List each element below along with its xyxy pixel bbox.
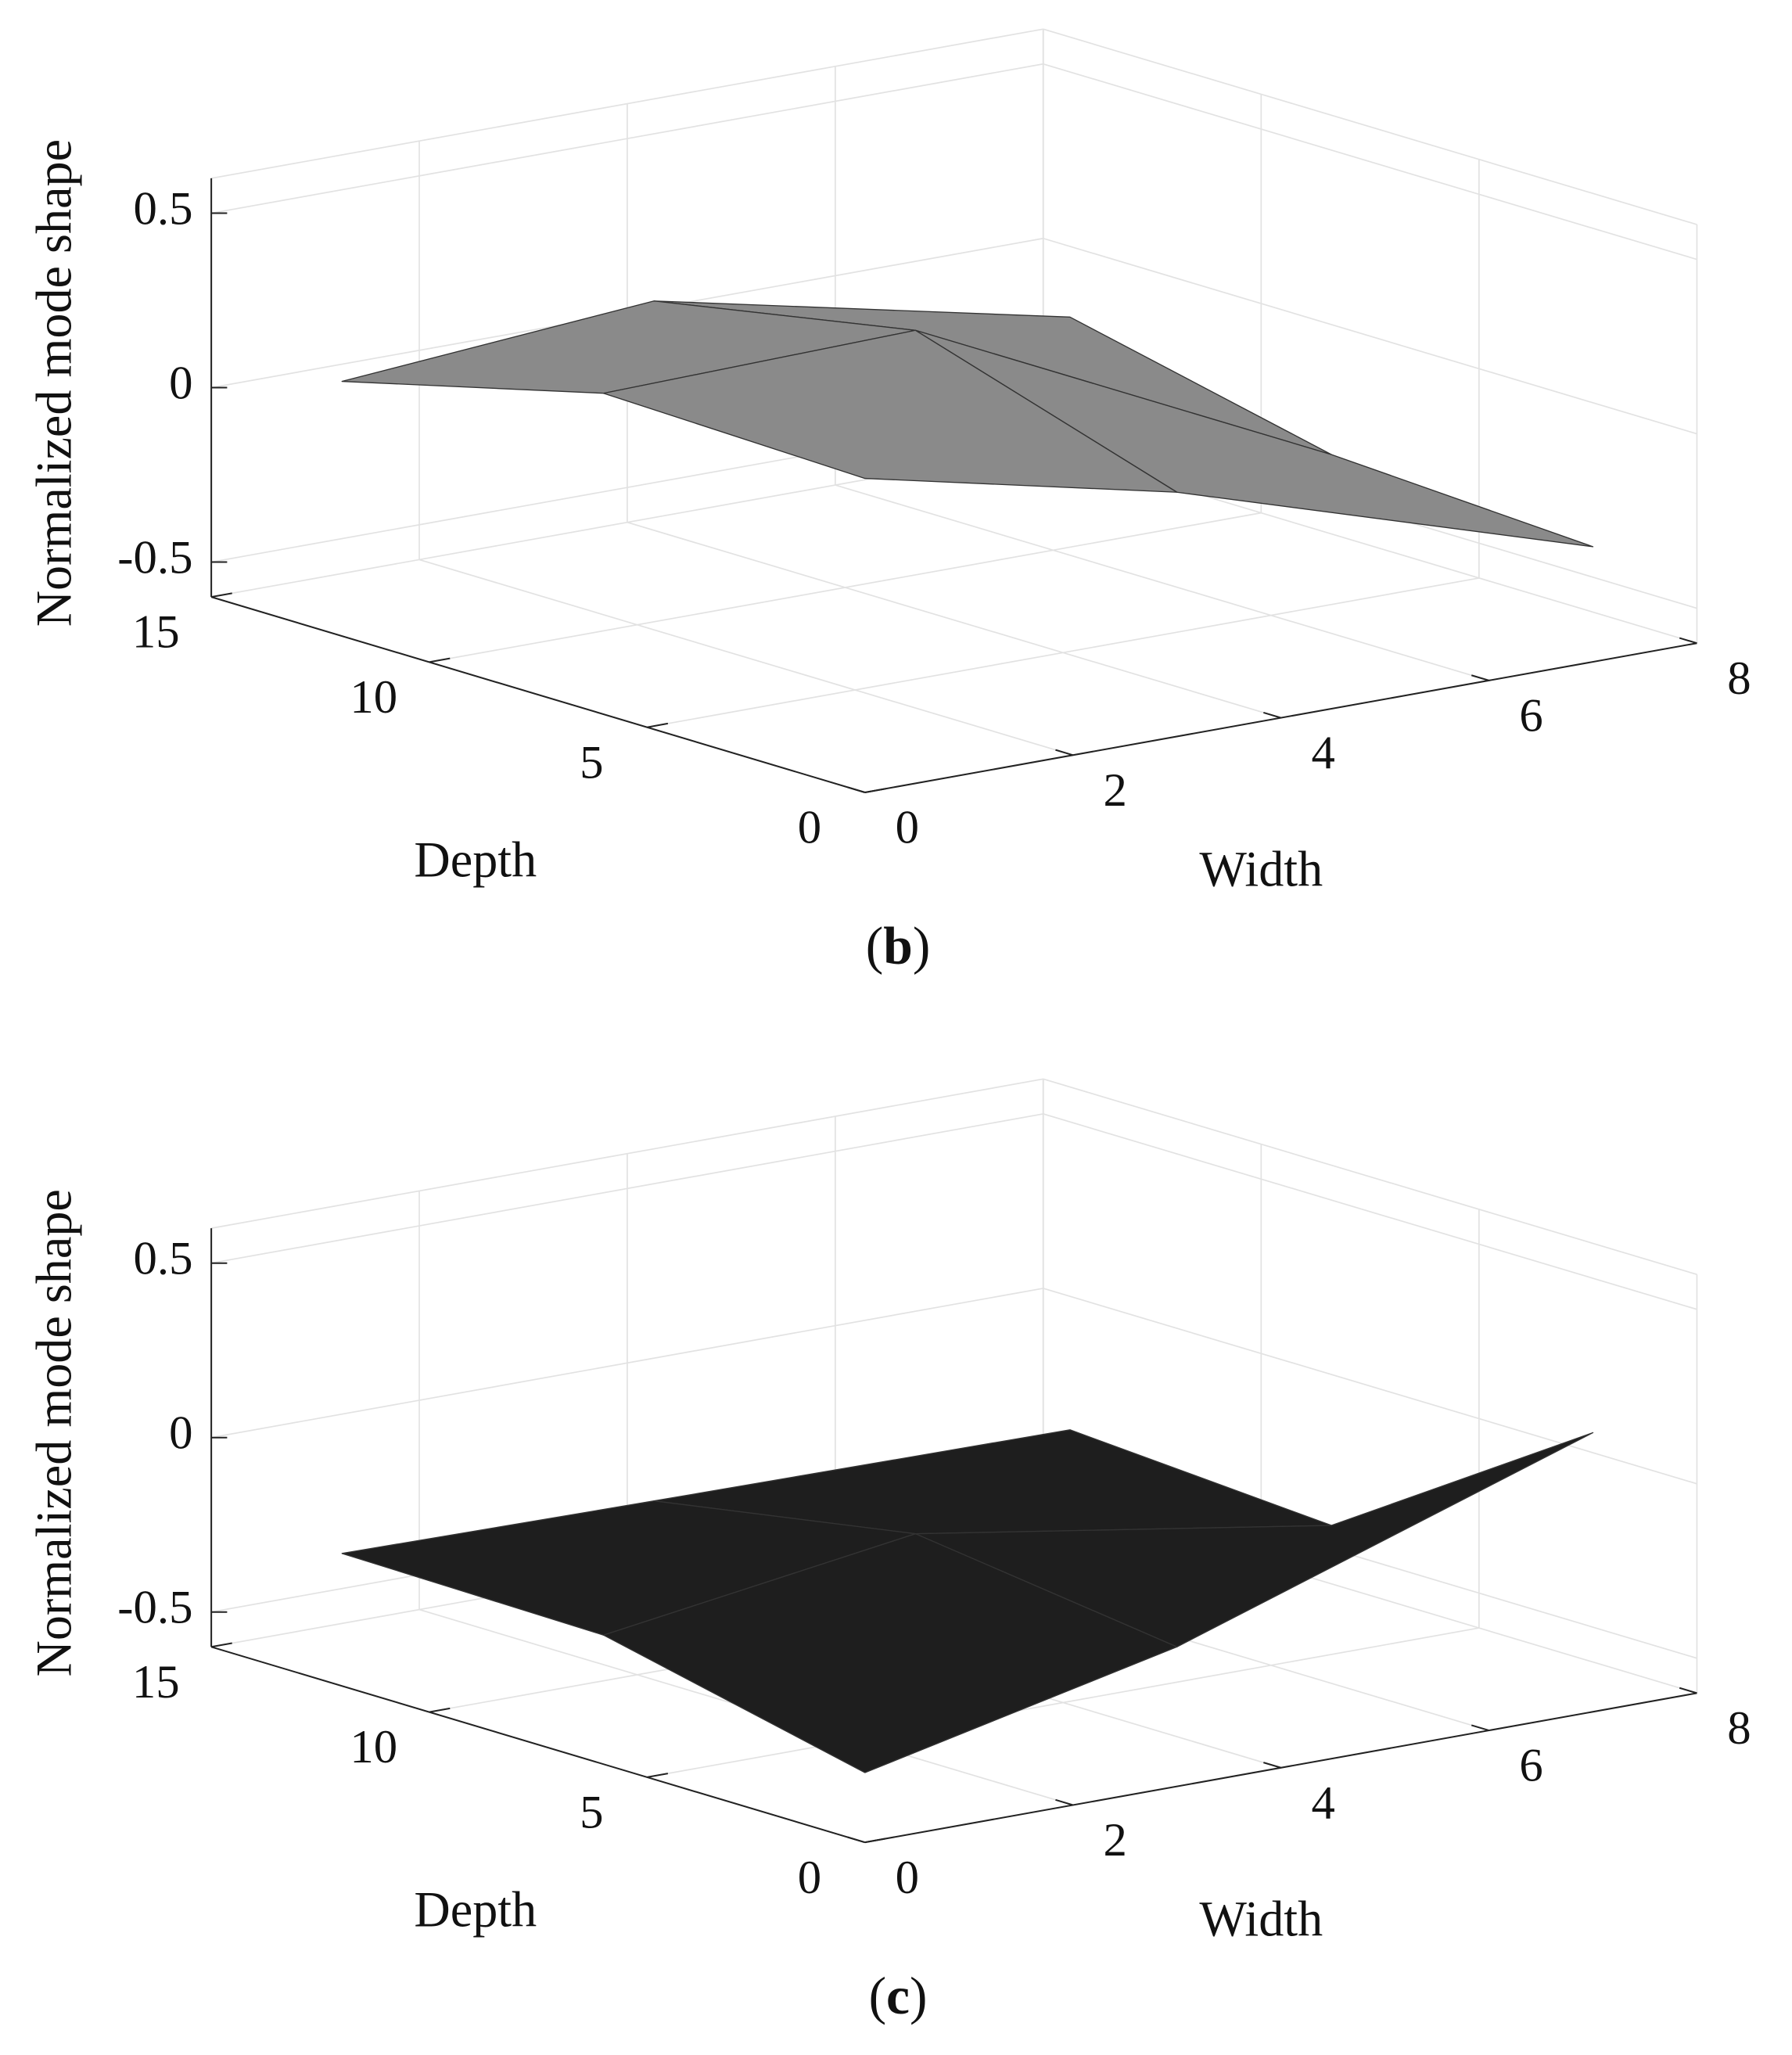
depth-tick-label: 15	[132, 606, 180, 659]
depth-tick	[210, 592, 232, 598]
caption-part: (	[866, 916, 883, 975]
caption-part: )	[913, 916, 930, 975]
surface-face	[602, 329, 1178, 493]
z-tick-label: -0.5	[117, 531, 192, 584]
grid-line	[835, 484, 1489, 681]
width-axis	[864, 1692, 1697, 1844]
grid-line	[1043, 63, 1697, 260]
grid-line	[418, 559, 1073, 756]
depth-tick-label: 0	[798, 1852, 821, 1904]
grid-line	[1043, 237, 1697, 435]
width-tick	[1679, 637, 1697, 645]
grid-line	[1043, 1113, 1697, 1310]
box-edge	[1043, 28, 1697, 225]
width-tick	[1263, 1762, 1281, 1769]
depth-tick-label: 10	[350, 1721, 397, 1773]
width-tick-label: 8	[1727, 652, 1751, 705]
depth-axis-label: Depth	[414, 1882, 537, 1938]
depth-tick	[647, 1773, 669, 1778]
width-tick-label: 0	[896, 1852, 919, 1904]
caption-part: c	[886, 1966, 910, 2024]
width-tick-label: 2	[1104, 1814, 1127, 1866]
width-axis-label: Width	[1199, 841, 1323, 896]
chart: -0.5 0 0.5 0 5 10 15 0 2 4 6 8 Normalized mode shape…	[27, 1078, 1751, 2024]
depth-tick	[864, 1838, 886, 1844]
caption-part: (	[869, 1966, 886, 2024]
depth-tick-label: 5	[580, 736, 603, 789]
surface-face	[602, 1533, 1178, 1773]
width-tick	[1679, 1687, 1697, 1694]
width-tick-label: 0	[896, 802, 919, 854]
depth-tick-label: 0	[798, 802, 821, 854]
width-tick	[1055, 749, 1074, 756]
depth-axis	[210, 596, 866, 793]
grid-line	[210, 63, 1043, 214]
box-edge	[1043, 1078, 1697, 1276]
depth-tick-label: 5	[580, 1786, 603, 1838]
z-axis-label: Normalized mode shape	[27, 1189, 82, 1676]
width-tick-label: 6	[1519, 690, 1542, 742]
width-tick-label: 6	[1519, 1740, 1542, 1792]
width-tick	[847, 1836, 866, 1844]
depth-tick	[429, 657, 451, 663]
z-tick-label: 0	[169, 357, 192, 409]
width-tick	[1471, 1724, 1489, 1732]
depth-axis-label: Depth	[414, 832, 537, 888]
width-tick-label: 4	[1311, 727, 1334, 779]
grid-line	[429, 512, 1262, 663]
depth-tick	[210, 1642, 232, 1648]
width-tick-label: 4	[1311, 1777, 1334, 1829]
depth-tick	[647, 722, 669, 728]
width-tick	[1471, 674, 1489, 681]
grid-line	[210, 1113, 1043, 1264]
caption: (b)	[866, 916, 931, 975]
grid-line	[627, 521, 1281, 719]
chart: -0.5 0 0.5 0 5 10 15 0 2 4 6 8 Normalized mode shape…	[27, 28, 1751, 975]
depth-tick	[429, 1707, 451, 1713]
depth-tick-label: 10	[350, 671, 397, 724]
z-tick-label: 0.5	[134, 1233, 193, 1285]
width-tick	[847, 786, 866, 793]
z-tick-label: 0	[169, 1407, 192, 1460]
width-tick-label: 2	[1104, 764, 1127, 817]
width-tick	[1055, 1798, 1074, 1806]
grid-line	[647, 1627, 1480, 1778]
caption: (c)	[869, 1966, 928, 2024]
grid-line	[1043, 1288, 1697, 1485]
width-tick	[1263, 711, 1281, 719]
grid-line	[210, 1288, 1043, 1439]
depth-tick-label: 15	[132, 1656, 180, 1708]
caption-part: b	[883, 916, 913, 975]
width-tick-label: 8	[1727, 1702, 1751, 1755]
z-axis-label: Normalized mode shape	[27, 139, 82, 627]
grid-line	[647, 577, 1480, 728]
depth-axis	[210, 1646, 866, 1844]
width-axis-label: Width	[1199, 1892, 1323, 1947]
depth-tick	[864, 788, 886, 793]
caption-part: )	[910, 1966, 927, 2024]
z-tick-label: -0.5	[117, 1582, 192, 1634]
z-tick-label: 0.5	[134, 182, 193, 235]
box-edge	[210, 28, 1043, 179]
